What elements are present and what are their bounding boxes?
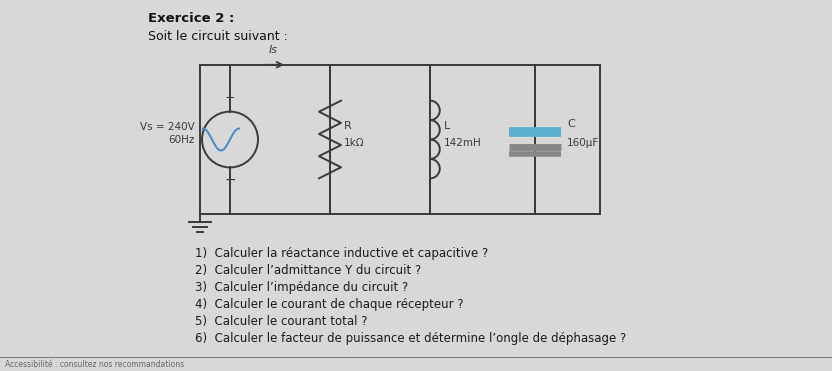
Text: Accessibilité : consultez nos recommandations: Accessibilité : consultez nos recommanda…	[5, 360, 184, 369]
Text: −: −	[224, 173, 235, 186]
Text: 3)  Calculer l’impédance du circuit ?: 3) Calculer l’impédance du circuit ?	[195, 281, 409, 294]
Text: 1)  Calculer la réactance inductive et capacitive ?: 1) Calculer la réactance inductive et ca…	[195, 247, 488, 260]
Text: 4)  Calculer le courant de chaque récepteur ?: 4) Calculer le courant de chaque récepte…	[195, 298, 463, 311]
Text: Is: Is	[269, 45, 278, 55]
Text: 1kΩ: 1kΩ	[344, 138, 364, 148]
Text: Soit le circuit suivant :: Soit le circuit suivant :	[148, 30, 288, 43]
Text: R: R	[344, 121, 352, 131]
Text: 5)  Calculer le courant total ?: 5) Calculer le courant total ?	[195, 315, 368, 328]
Text: Vs = 240V: Vs = 240V	[141, 122, 195, 132]
Text: 60Hz: 60Hz	[169, 135, 195, 145]
Text: C: C	[567, 119, 575, 129]
Text: 160μF: 160μF	[567, 138, 599, 148]
Text: 142mH: 142mH	[444, 138, 482, 148]
Text: L: L	[444, 121, 450, 131]
Text: +: +	[225, 91, 235, 104]
Text: Exercice 2 :: Exercice 2 :	[148, 12, 235, 25]
Text: 2)  Calculer l’admittance Y du circuit ?: 2) Calculer l’admittance Y du circuit ?	[195, 264, 421, 277]
Text: 6)  Calculer le facteur de puissance et détermine l’ongle de déphasage ?: 6) Calculer le facteur de puissance et d…	[195, 332, 626, 345]
